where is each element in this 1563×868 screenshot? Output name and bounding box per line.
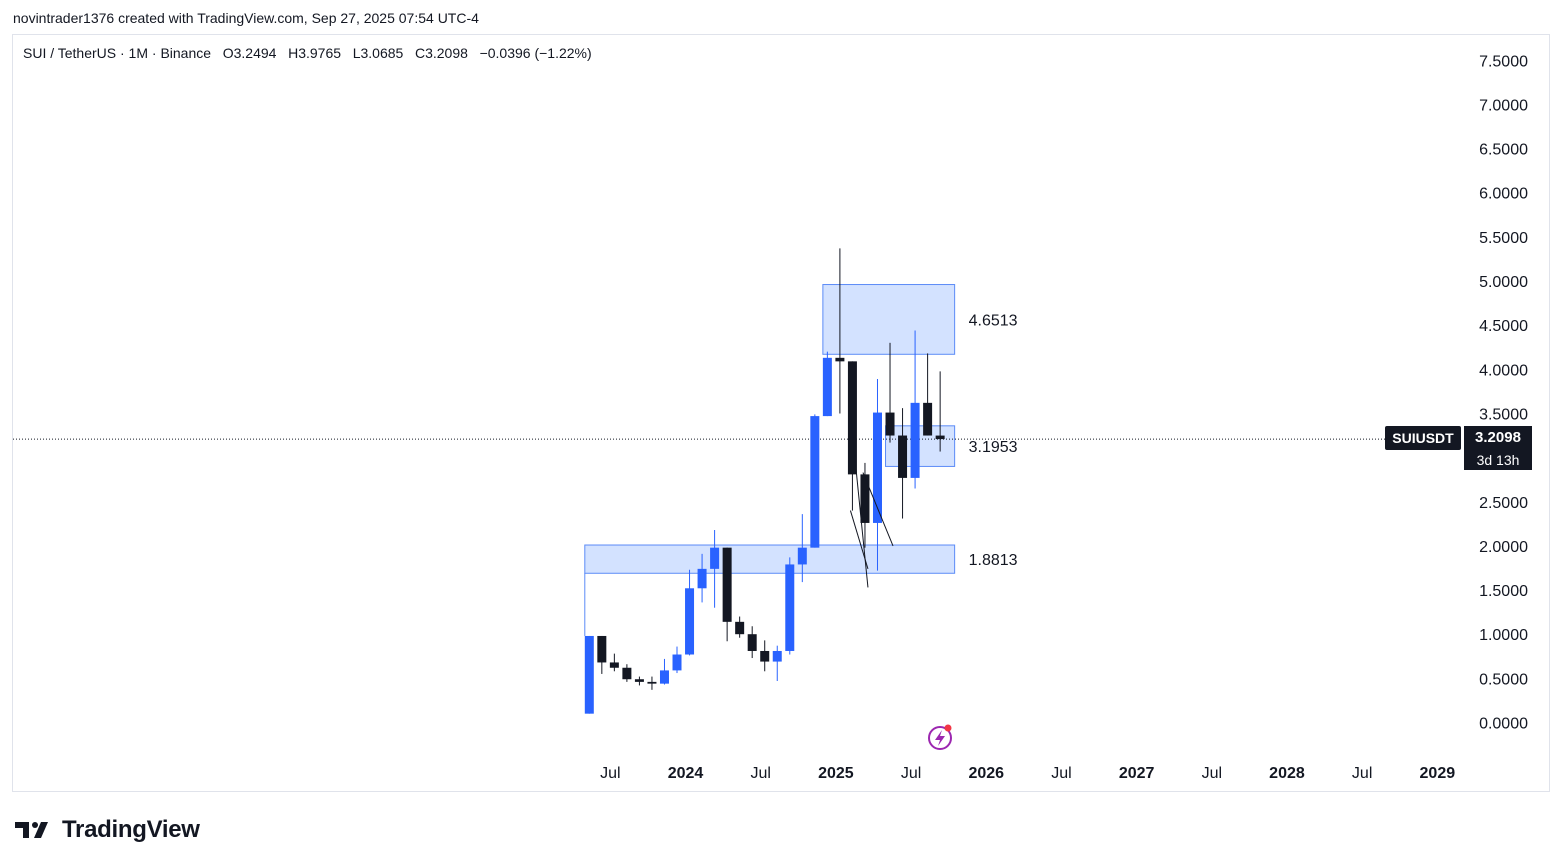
candle-body-6 <box>659 670 669 684</box>
candle-body-5 <box>647 681 657 684</box>
candle-body-15 <box>772 650 782 662</box>
trendline-1 <box>849 510 869 570</box>
zone-label-2: 1.8813 <box>969 552 1018 569</box>
y-tick-label-10: 2.5000 <box>1479 495 1528 512</box>
candle-body-12 <box>735 621 745 635</box>
y-tick-label-14: 0.5000 <box>1479 671 1528 688</box>
x-tick-label-11: 2029 <box>1420 765 1456 782</box>
y-tick-label-1: 7.0000 <box>1479 97 1528 114</box>
candle-body-26 <box>910 402 920 478</box>
y-tick-label-12: 1.5000 <box>1479 583 1528 600</box>
candle-body-16 <box>785 564 795 651</box>
x-tick-label-3: 2025 <box>818 765 854 782</box>
zone-box-0 <box>822 284 956 355</box>
candle-body-23 <box>872 412 882 523</box>
candle-body-11 <box>722 547 732 622</box>
legend-symbol[interactable]: SUI / TetherUS · 1M · Binance <box>23 45 212 61</box>
y-tick-label-6: 4.5000 <box>1479 318 1528 335</box>
trendline-2 <box>862 472 894 547</box>
lightning-icon[interactable] <box>928 724 952 750</box>
candle-body-14 <box>760 650 770 662</box>
y-tick-label-15: 0.0000 <box>1479 716 1528 733</box>
y-tick-label-5: 5.0000 <box>1479 274 1528 291</box>
x-tick-label-4: Jul <box>901 765 921 782</box>
x-tick-label-1: 2024 <box>668 765 704 782</box>
tradingview-logo-icon <box>15 822 48 838</box>
x-tick-label-7: 2027 <box>1119 765 1155 782</box>
x-tick-label-5: 2026 <box>968 765 1004 782</box>
zone-label-0: 4.6513 <box>969 312 1018 329</box>
candle-body-2 <box>609 662 619 668</box>
y-tick-label-8: 3.5000 <box>1479 406 1528 423</box>
candle-body-17 <box>797 547 807 565</box>
x-tick-label-2: Jul <box>750 765 770 782</box>
last-price-label: 3.2098 <box>1464 426 1532 450</box>
zone-box-1 <box>885 425 956 467</box>
y-tick-label-0: 7.5000 <box>1479 53 1528 70</box>
zone-label-1: 3.1953 <box>969 439 1018 456</box>
candle-body-4 <box>634 679 644 682</box>
symbol-price-label: SUIUSDT <box>1385 426 1461 450</box>
candle-body-24 <box>885 412 895 436</box>
candle-body-28 <box>935 435 945 440</box>
y-tick-label-13: 1.0000 <box>1479 627 1528 644</box>
chart-attribution: novintrader1376 created with TradingView… <box>13 10 479 26</box>
x-tick-label-6: Jul <box>1051 765 1071 782</box>
x-tick-label-10: Jul <box>1352 765 1372 782</box>
candle-body-0 <box>584 635 594 714</box>
symbol-legend: SUI / TetherUS · 1M · Binance O3.2494 H3… <box>23 45 592 61</box>
x-tick-label-9: 2028 <box>1269 765 1305 782</box>
legend-ohlc: O3.2494 H3.9765 L3.0685 C3.2098 −0.0396 … <box>222 45 592 61</box>
chart-frame <box>12 34 1550 792</box>
y-tick-label-7: 4.0000 <box>1479 362 1528 379</box>
x-tick-label-8: Jul <box>1202 765 1222 782</box>
y-tick-label-4: 5.5000 <box>1479 230 1528 247</box>
candle-body-20 <box>835 357 845 362</box>
bar-countdown-label: 3d 13h <box>1464 450 1532 470</box>
candle-body-27 <box>923 402 933 436</box>
candle-body-19 <box>822 357 832 417</box>
candle-body-25 <box>898 435 908 478</box>
candle-body-21 <box>847 361 857 475</box>
candle-body-9 <box>697 568 707 589</box>
candle-body-3 <box>622 667 632 680</box>
candle-body-7 <box>672 654 682 671</box>
candle-body-13 <box>747 634 757 651</box>
brand-name: TradingView <box>62 816 200 843</box>
zone-box-2 <box>584 544 956 574</box>
candle-body-1 <box>597 635 607 663</box>
candle-body-8 <box>685 588 695 655</box>
candle-body-18 <box>810 416 820 548</box>
y-tick-label-11: 2.0000 <box>1479 539 1528 556</box>
candle-body-10 <box>710 547 720 569</box>
x-tick-label-0: Jul <box>600 765 620 782</box>
y-tick-label-2: 6.5000 <box>1479 142 1528 159</box>
y-tick-label-3: 6.0000 <box>1479 186 1528 203</box>
candle-body-22 <box>860 474 870 523</box>
tradingview-logo: TradingView <box>15 816 200 844</box>
